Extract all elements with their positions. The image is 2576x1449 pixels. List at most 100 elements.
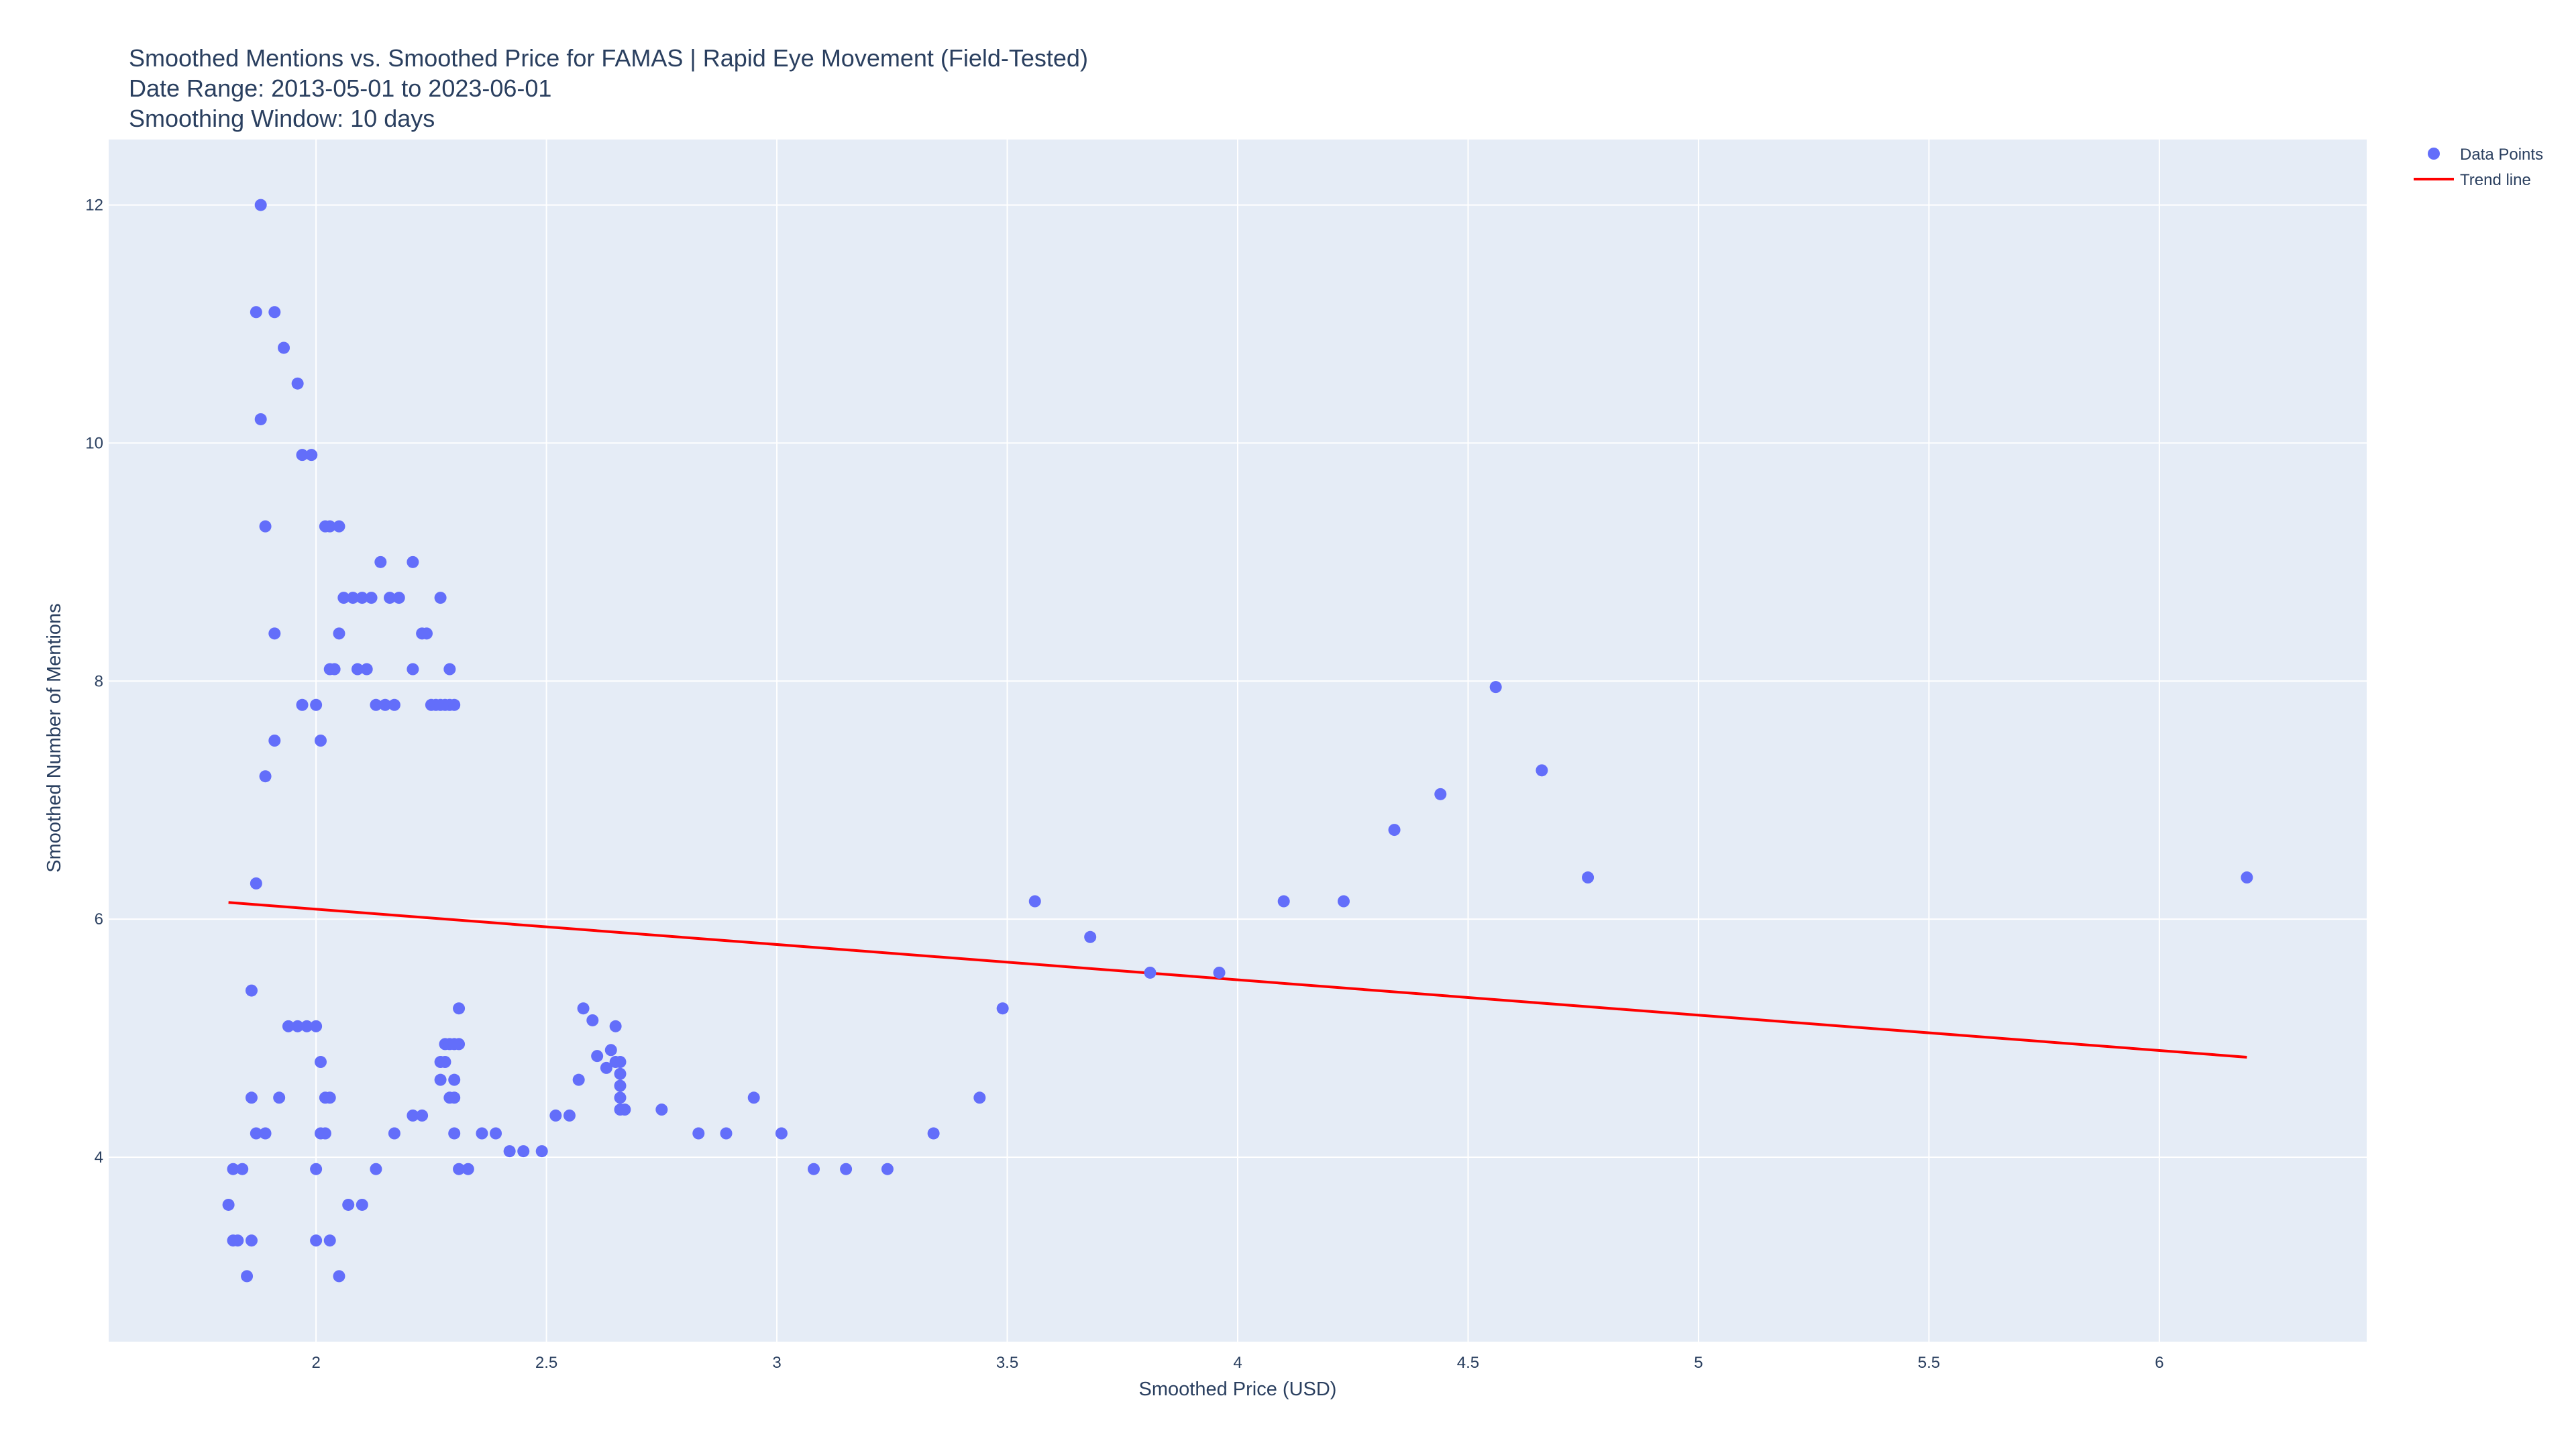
data-point[interactable] <box>775 1127 788 1140</box>
data-point[interactable] <box>434 592 447 604</box>
data-point[interactable] <box>439 1056 451 1069</box>
data-point[interactable] <box>314 735 327 747</box>
data-point[interactable] <box>591 1050 604 1063</box>
data-point[interactable] <box>1144 966 1157 979</box>
data-point[interactable] <box>282 1020 294 1032</box>
data-point[interactable] <box>296 698 309 711</box>
data-point[interactable] <box>720 1127 733 1140</box>
data-point[interactable] <box>1337 895 1350 908</box>
data-point[interactable] <box>808 1163 820 1175</box>
data-point[interactable] <box>347 592 360 604</box>
data-point[interactable] <box>655 1104 668 1116</box>
data-point[interactable] <box>973 1091 986 1104</box>
data-point[interactable] <box>310 698 323 711</box>
data-point[interactable] <box>476 1127 488 1140</box>
data-point[interactable] <box>333 627 345 640</box>
data-point[interactable] <box>453 1002 466 1015</box>
data-point[interactable] <box>1434 788 1447 800</box>
data-point[interactable] <box>1028 895 1041 908</box>
data-point[interactable] <box>434 1073 447 1086</box>
data-point[interactable] <box>333 1270 345 1283</box>
data-point[interactable] <box>692 1127 705 1140</box>
data-point[interactable] <box>1489 681 1502 694</box>
data-point[interactable] <box>323 1234 336 1247</box>
data-point[interactable] <box>448 698 461 711</box>
data-point[interactable] <box>453 1163 466 1175</box>
data-point[interactable] <box>453 1038 466 1051</box>
data-point[interactable] <box>586 1014 599 1026</box>
data-point[interactable] <box>374 555 387 568</box>
data-point[interactable] <box>614 1079 627 1092</box>
data-point[interactable] <box>342 1198 355 1211</box>
data-point[interactable] <box>259 520 272 533</box>
data-point[interactable] <box>356 1198 368 1211</box>
data-point[interactable] <box>614 1091 627 1104</box>
data-point[interactable] <box>278 341 290 354</box>
data-point[interactable] <box>370 1163 382 1175</box>
data-point[interactable] <box>254 413 267 425</box>
data-point[interactable] <box>250 306 262 319</box>
data-point[interactable] <box>604 1044 617 1057</box>
data-point[interactable] <box>996 1002 1009 1015</box>
data-point[interactable] <box>384 592 396 604</box>
data-point[interactable] <box>1277 895 1290 908</box>
data-point[interactable] <box>407 1109 419 1122</box>
data-point[interactable] <box>333 520 345 533</box>
data-point[interactable] <box>236 1163 249 1175</box>
data-point[interactable] <box>1536 764 1548 777</box>
data-point[interactable] <box>747 1091 760 1104</box>
legend-label-data-points[interactable]: Data Points <box>2460 146 2543 164</box>
data-point[interactable] <box>291 1020 304 1032</box>
data-point[interactable] <box>388 1127 400 1140</box>
data-point[interactable] <box>245 984 258 997</box>
data-point[interactable] <box>227 1163 239 1175</box>
data-point[interactable] <box>365 592 378 604</box>
data-point[interactable] <box>323 1091 336 1104</box>
data-point[interactable] <box>1213 966 1226 979</box>
data-point[interactable] <box>370 698 382 711</box>
data-point[interactable] <box>609 1020 622 1032</box>
data-point[interactable] <box>245 1234 258 1247</box>
data-point[interactable] <box>310 1234 323 1247</box>
data-point[interactable] <box>420 627 433 640</box>
legend-marker-data-points[interactable] <box>2428 148 2440 160</box>
data-point[interactable] <box>563 1109 576 1122</box>
data-point[interactable] <box>291 377 304 390</box>
legend-label-trend-line[interactable]: Trend line <box>2460 171 2531 189</box>
data-point[interactable] <box>351 663 364 676</box>
data-point[interactable] <box>268 306 281 319</box>
data-point[interactable] <box>323 520 336 533</box>
data-point[interactable] <box>268 735 281 747</box>
data-point[interactable] <box>614 1056 627 1069</box>
data-point[interactable] <box>319 1127 331 1140</box>
data-point[interactable] <box>392 592 405 604</box>
data-point[interactable] <box>2241 871 2253 884</box>
data-point[interactable] <box>881 1163 894 1175</box>
data-point[interactable] <box>448 1091 461 1104</box>
data-point[interactable] <box>549 1109 562 1122</box>
data-point[interactable] <box>305 449 318 462</box>
data-point[interactable] <box>388 698 400 711</box>
data-point[interactable] <box>490 1127 502 1140</box>
data-point[interactable] <box>259 1127 272 1140</box>
data-point[interactable] <box>614 1067 627 1080</box>
data-point[interactable] <box>245 1091 258 1104</box>
data-point[interactable] <box>222 1198 235 1211</box>
data-point[interactable] <box>328 663 341 676</box>
data-point[interactable] <box>231 1234 244 1247</box>
data-point[interactable] <box>250 877 262 890</box>
data-point[interactable] <box>273 1091 286 1104</box>
data-point[interactable] <box>407 555 419 568</box>
data-point[interactable] <box>310 1163 323 1175</box>
data-point[interactable] <box>407 663 419 676</box>
data-point[interactable] <box>268 627 281 640</box>
data-point[interactable] <box>600 1061 612 1074</box>
data-point[interactable] <box>448 1073 461 1086</box>
data-point[interactable] <box>1582 871 1595 884</box>
data-point[interactable] <box>337 592 350 604</box>
data-point[interactable] <box>379 698 392 711</box>
data-point[interactable] <box>416 1109 429 1122</box>
data-point[interactable] <box>360 663 373 676</box>
data-point[interactable] <box>301 1020 313 1032</box>
data-point[interactable] <box>1388 824 1401 837</box>
